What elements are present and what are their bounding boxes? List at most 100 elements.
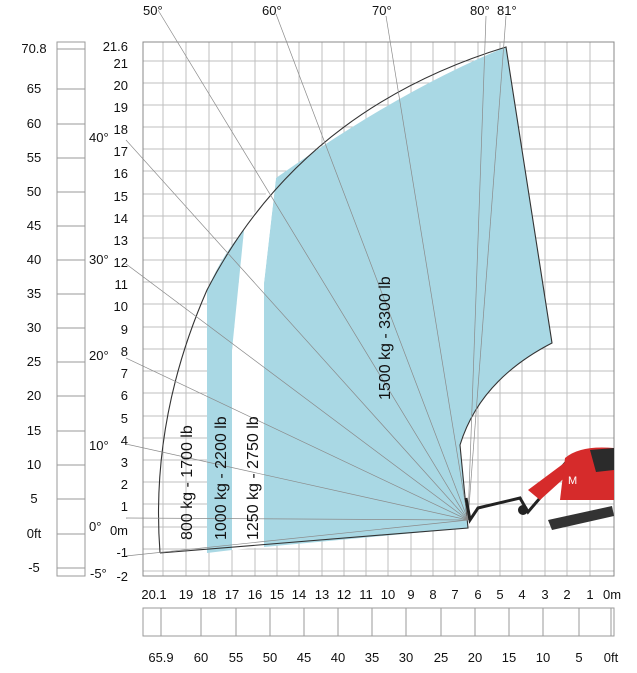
left-feet-tick-label: 5 bbox=[30, 491, 37, 506]
left-feet-tick-label: 0ft bbox=[27, 526, 42, 541]
bottom-feet-tick-label: 10 bbox=[536, 650, 550, 665]
y-meter-tick-label: 6 bbox=[121, 388, 128, 403]
zone-1500 bbox=[264, 47, 552, 547]
boom-angle-label: 10° bbox=[89, 438, 109, 453]
y-meter-tick-label: 15 bbox=[114, 189, 128, 204]
bottom-feet-tick-label: 20 bbox=[468, 650, 482, 665]
bottom-feet-tick-label: 65.9 bbox=[148, 650, 173, 665]
bottom-feet-tick-label: 45 bbox=[297, 650, 311, 665]
x-meter-tick-label: 0m bbox=[603, 587, 621, 602]
x-meter-tick-label: 6 bbox=[474, 587, 481, 602]
bottom-feet-tick-label: 40 bbox=[331, 650, 345, 665]
y-meter-tick-label: 21.6 bbox=[103, 39, 128, 54]
boom-angle-ray bbox=[125, 139, 469, 521]
x-meter-tick-label: 19 bbox=[179, 587, 193, 602]
x-meter-tick-label: 5 bbox=[496, 587, 503, 602]
left-feet-ticks: 70.8 65 60 55 50 45 40 35 30 25 20 15 10 5 0ft -5 bbox=[21, 41, 85, 575]
left-feet-tick-label: 45 bbox=[27, 218, 41, 233]
bottom-feet-tick-label: 0ft bbox=[604, 650, 619, 665]
left-feet-tick-label: 20 bbox=[27, 388, 41, 403]
x-meter-tick-label: 11 bbox=[359, 587, 373, 602]
boom-angle-label: 0° bbox=[89, 519, 101, 534]
y-meter-tick-label: 3 bbox=[121, 455, 128, 470]
boom-angle-ray bbox=[467, 15, 487, 521]
y-meter-labels: 21.62120191817161514131211109876543210m-… bbox=[103, 39, 128, 584]
left-feet-tick-label: 35 bbox=[27, 286, 41, 301]
boom-angle-label: 40° bbox=[89, 130, 109, 145]
y-meter-tick-label: 20 bbox=[114, 78, 128, 93]
zone-label-1000: 1000 kg - 2200 lb bbox=[213, 416, 230, 540]
zone-label-800: 800 kg - 1700 lb bbox=[179, 425, 196, 540]
y-meter-tick-label: 4 bbox=[121, 433, 128, 448]
bottom-feet-ticks: 65.9 60 55 50 45 40 35 30 25 20 15 10 5 0ft bbox=[148, 608, 619, 665]
bottom-feet-tick-label: 15 bbox=[502, 650, 516, 665]
x-meter-tick-label: 8 bbox=[429, 587, 436, 602]
boom-angle-ray bbox=[157, 9, 469, 521]
zone-1000 bbox=[207, 230, 244, 553]
y-meter-tick-label: 11 bbox=[115, 277, 129, 292]
boom-angle-rays bbox=[125, 9, 507, 557]
bottom-feet-tick-label: 60 bbox=[194, 650, 208, 665]
left-feet-ruler bbox=[56, 41, 86, 577]
telehandler-machine: M bbox=[464, 447, 614, 530]
bottom-feet-tick-label: 50 bbox=[263, 650, 277, 665]
left-feet-tick-label: 65 bbox=[27, 81, 41, 96]
x-meter-tick-label: 2 bbox=[563, 587, 570, 602]
left-feet-tick-label: 15 bbox=[27, 423, 41, 438]
y-meter-tick-label: 17 bbox=[114, 144, 128, 159]
envelope-outline bbox=[158, 46, 553, 554]
boom-angle-label: 80° bbox=[470, 3, 490, 18]
boom-angle-ray bbox=[467, 15, 507, 521]
x-meter-tick-label: 1 bbox=[586, 587, 593, 602]
y-meter-tick-label: 16 bbox=[114, 166, 128, 181]
y-meter-tick-label: -2 bbox=[116, 569, 128, 584]
y-meter-tick-label: 0m bbox=[110, 523, 128, 538]
boom-angle-label: 60° bbox=[262, 3, 282, 18]
y-meter-tick-label: 9 bbox=[121, 322, 128, 337]
x-meter-tick-label: 10 bbox=[381, 587, 395, 602]
bottom-feet-tick-label: 35 bbox=[365, 650, 379, 665]
y-meter-tick-label: 10 bbox=[114, 299, 128, 314]
x-meter-tick-label: 4 bbox=[518, 587, 525, 602]
grid-frame bbox=[142, 41, 615, 577]
boom-angle-label: 70° bbox=[372, 3, 392, 18]
y-meter-tick-label: 18 bbox=[114, 122, 128, 137]
left-feet-tick-label: 25 bbox=[27, 354, 41, 369]
x-meter-tick-label: 12 bbox=[337, 587, 351, 602]
x-meter-tick-label: 13 bbox=[315, 587, 329, 602]
boom-angle-ray bbox=[385, 15, 469, 521]
bottom-feet-ruler bbox=[142, 607, 615, 637]
y-meter-tick-label: 21 bbox=[114, 56, 128, 71]
y-meter-tick-label: 14 bbox=[114, 211, 128, 226]
left-feet-tick-label: 55 bbox=[27, 150, 41, 165]
left-feet-tick-label: 50 bbox=[27, 184, 41, 199]
left-feet-tick-label: 40 bbox=[27, 252, 41, 267]
boom-angle-label: 30° bbox=[89, 252, 109, 267]
bottom-feet-tick-label: 5 bbox=[575, 650, 582, 665]
x-meter-tick-label: 20.1 bbox=[141, 587, 166, 602]
y-meter-tick-label: -1 bbox=[116, 545, 128, 560]
boom-angle-ray bbox=[125, 443, 469, 521]
x-meter-tick-label: 15 bbox=[270, 587, 284, 602]
y-meter-tick-label: 7 bbox=[121, 366, 128, 381]
zone-label-1500: 1500 kg - 3300 lb bbox=[377, 276, 394, 400]
bottom-feet-tick-label: 55 bbox=[229, 650, 243, 665]
x-meter-labels: 20.1 19 18 17 16 15 14 13 12 11 10 9 8 7 6 5 4 3 2 1 0m bbox=[141, 587, 621, 602]
boom-angle-ray bbox=[275, 13, 469, 521]
boom-angle-labels: 50° 60° 70° 80° 81° 40° 30° 20° 10° 0° -5° bbox=[89, 3, 517, 581]
y-meter-tick-label: 5 bbox=[121, 411, 128, 426]
boom-angle-label: 50° bbox=[143, 3, 163, 18]
boom-angle-ray bbox=[125, 517, 469, 521]
boom-angle-label: 20° bbox=[89, 348, 109, 363]
bottom-feet-tick-label: 25 bbox=[434, 650, 448, 665]
x-meter-tick-label: 9 bbox=[407, 587, 414, 602]
boom-angle-ray bbox=[125, 263, 469, 521]
left-feet-tick-label: 10 bbox=[27, 457, 41, 472]
y-meter-tick-label: 12 bbox=[114, 255, 128, 270]
svg-text:M: M bbox=[568, 475, 577, 487]
bottom-feet-tick-label: 30 bbox=[399, 650, 413, 665]
left-feet-tick-label: -5 bbox=[28, 560, 40, 575]
boom-angle-label: -5° bbox=[90, 566, 107, 581]
x-meter-tick-label: 16 bbox=[248, 587, 262, 602]
